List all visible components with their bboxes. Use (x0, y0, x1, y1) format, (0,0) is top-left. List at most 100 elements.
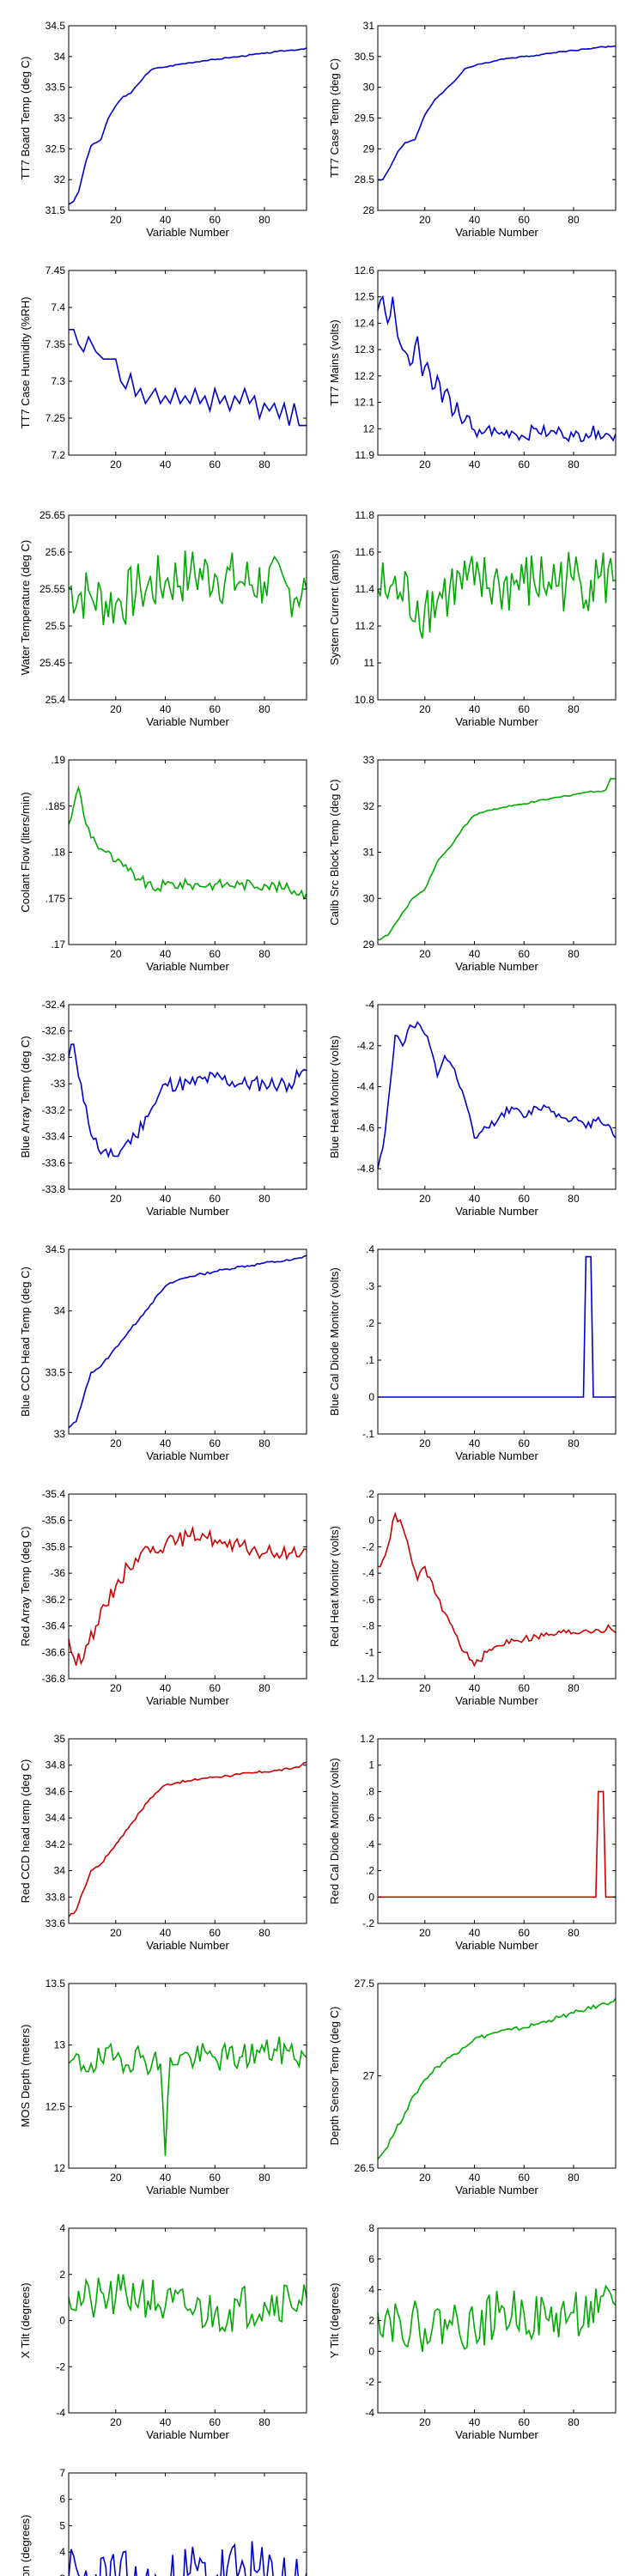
chart-6: 20 40 60 80 10.8 11 11.2 11.4 11.6 11.8 Variable N… (328, 509, 617, 728)
y-tick-label: -.4 (362, 1567, 374, 1579)
x-tick-label: 80 (568, 1193, 580, 1205)
x-tick-label: 60 (210, 1927, 222, 1939)
y-tick-label: 27 (363, 2070, 375, 2082)
y-tick-label: 2 (59, 2269, 65, 2281)
series-line (377, 45, 617, 181)
y-tick-label: 30 (363, 82, 375, 94)
y-tick-label: 34.4 (46, 1812, 66, 1824)
x-tick-label: 20 (419, 1682, 431, 1694)
plot-frame (377, 270, 617, 456)
y-tick-label: 4 (59, 2222, 65, 2234)
plot-frame (68, 1983, 307, 2169)
y-tick-label: -33.6 (42, 1157, 66, 1169)
y-tick-label: 11.2 (355, 620, 375, 632)
x-tick-label: 40 (469, 1437, 481, 1449)
plot-frame (68, 1004, 307, 1190)
y-axis-label: Depth Sensor Temp (deg C) (328, 2007, 341, 2146)
x-tick-label: 60 (210, 1682, 222, 1694)
y-tick-label: -.2 (362, 1917, 374, 1929)
y-tick-label: 28.5 (355, 173, 375, 185)
x-tick-label: 60 (210, 1193, 222, 1205)
y-tick-label: 29 (363, 143, 375, 155)
x-axis-label: Variable Number (455, 1205, 538, 1218)
series-line (68, 47, 307, 205)
y-tick-label: 34.6 (46, 1785, 66, 1797)
y-tick-label: 0 (59, 2315, 65, 2327)
y-tick-label: 7.45 (46, 264, 66, 276)
x-axis-label: Variable Number (146, 960, 229, 973)
x-tick-label: 80 (568, 214, 580, 226)
x-tick-label: 40 (469, 2172, 481, 2184)
x-tick-label: 20 (110, 2172, 122, 2184)
x-tick-label: 40 (160, 703, 172, 715)
y-axis-label: Red CCD head temp (deg C) (19, 1759, 32, 1904)
plot-frame (68, 1249, 307, 1435)
y-tick-label: 29.5 (355, 112, 375, 125)
x-tick-label: 40 (469, 459, 481, 471)
y-axis-label: Red Array Temp (deg C) (19, 1527, 32, 1647)
x-tick-label: 60 (519, 214, 531, 226)
series-line (68, 2036, 307, 2156)
y-axis-label: Blue Cal Diode Monitor (volts) (328, 1267, 341, 1416)
y-axis-label: Blue Array Temp (deg C) (19, 1036, 32, 1157)
y-tick-label: 34.5 (46, 1243, 66, 1255)
y-tick-label: -35.6 (42, 1515, 66, 1527)
y-tick-label: 11 (364, 657, 375, 669)
y-tick-label: 12.5 (355, 291, 375, 303)
chart-13: 20 40 60 80 -36.8 -36.6 -36.4 -36.2 -36 -35.8 -35.… (19, 1488, 307, 1707)
plot-frame (68, 2472, 307, 2576)
x-tick-label: 40 (160, 214, 172, 226)
y-tick-label: 32.5 (46, 143, 66, 155)
y-tick-label: -36.8 (42, 1673, 66, 1685)
x-tick-label: 60 (210, 1437, 222, 1449)
x-tick-label: 80 (258, 459, 270, 471)
x-tick-label: 60 (210, 459, 222, 471)
y-tick-label: -32.8 (42, 1051, 66, 1063)
y-tick-label: 11.4 (355, 583, 375, 595)
y-axis-label: Water Temperature (deg C) (19, 540, 32, 676)
x-tick-label: 80 (568, 1682, 580, 1694)
y-tick-label: 1.2 (360, 1733, 374, 1745)
y-tick-label: .6 (366, 1812, 374, 1824)
y-tick-label: 25.4 (46, 694, 66, 706)
y-tick-label: 4 (59, 2546, 65, 2558)
chart-12: 20 40 60 80 -.1 0 .1 .2 .3 .4 Variable Number Blue … (328, 1243, 617, 1462)
y-axis-label: Red Heat Monitor (volts) (328, 1526, 341, 1647)
x-tick-label: 40 (469, 948, 481, 960)
y-tick-label: 33 (54, 112, 66, 125)
y-tick-label: .2 (366, 1317, 374, 1329)
series-line (69, 328, 307, 427)
y-tick-label: -.6 (362, 1594, 374, 1606)
y-tick-label: 28 (363, 204, 375, 216)
y-tick-label: 13.5 (46, 1978, 66, 1990)
y-tick-label: -36.4 (42, 1620, 66, 1632)
chart-1: 20 40 60 80 31.5 32 32.5 33 33.5 34 34.5 Variable N… (19, 20, 307, 239)
y-axis-label: TT7 Case Temp (deg C) (328, 58, 341, 178)
y-tick-label: 12.2 (355, 370, 375, 382)
x-axis-label: Variable Number (146, 226, 229, 239)
y-tick-label: 31.5 (46, 204, 66, 216)
x-tick-label: 40 (160, 1927, 172, 1939)
y-axis-label: Y Tilt (degrees) (328, 2283, 341, 2359)
x-tick-label: 40 (469, 2416, 481, 2428)
x-axis-label: Variable Number (455, 715, 538, 728)
y-tick-label: .19 (51, 754, 65, 766)
y-tick-label: -32.4 (42, 999, 66, 1011)
x-tick-label: 40 (160, 459, 172, 471)
x-tick-label: 80 (258, 948, 270, 960)
x-tick-label: 20 (419, 1193, 431, 1205)
plot-frame (377, 25, 617, 211)
y-tick-label: 32 (363, 800, 375, 812)
chart-3: 20 40 60 80 7.2 7.25 7.3 7.35 7.4 7.45 TT7 Case Hu… (19, 264, 307, 471)
series-line (377, 551, 617, 639)
x-tick-label: 80 (568, 2172, 580, 2184)
y-tick-label: -.8 (362, 1620, 374, 1632)
x-tick-label: 80 (258, 1927, 270, 1939)
y-axis-label: Blue Heat Monitor (volts) (328, 1036, 341, 1158)
x-tick-label: 40 (469, 1682, 481, 1694)
y-tick-label: -.2 (362, 1540, 374, 1552)
x-tick-label: 40 (469, 1927, 481, 1939)
plot-frame (68, 1738, 307, 1924)
series-line (68, 1761, 307, 1917)
y-axis-label: System Current (amps) (328, 550, 341, 665)
